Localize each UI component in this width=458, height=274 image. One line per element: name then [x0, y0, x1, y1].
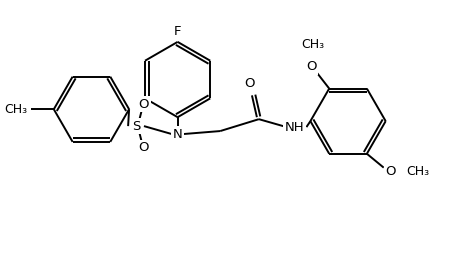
Text: NH: NH — [285, 121, 305, 134]
Text: O: O — [385, 165, 396, 178]
Text: S: S — [132, 120, 140, 133]
Text: F: F — [174, 25, 181, 38]
Text: CH₃: CH₃ — [407, 165, 430, 178]
Text: O: O — [245, 77, 255, 90]
Text: O: O — [139, 141, 149, 154]
Text: O: O — [139, 98, 149, 111]
Text: O: O — [306, 60, 316, 73]
Text: CH₃: CH₃ — [4, 103, 27, 116]
Text: CH₃: CH₃ — [301, 38, 324, 51]
Text: N: N — [173, 127, 183, 141]
